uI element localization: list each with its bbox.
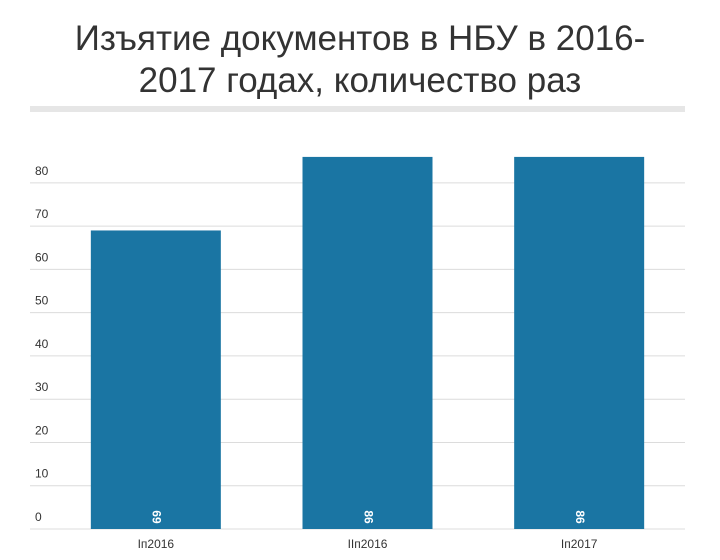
bar — [302, 156, 433, 529]
y-tick-label: 20 — [35, 423, 49, 437]
value-label: 86 — [361, 510, 375, 524]
chart-title: Изъятие документов в НБУ в 2016-2017 год… — [74, 19, 646, 100]
y-tick-label: 30 — [35, 380, 49, 394]
bar — [90, 230, 221, 529]
x-tick-label: Iп2016 — [138, 537, 175, 551]
y-tick-label: 80 — [35, 164, 49, 178]
title-rule — [30, 106, 685, 112]
y-tick-label: 50 — [35, 294, 49, 308]
y-tick-label: 0 — [35, 510, 42, 524]
bar — [514, 156, 645, 529]
value-label: 69 — [150, 510, 164, 524]
y-tick-label: 60 — [35, 250, 49, 264]
y-tick-label: 10 — [35, 467, 49, 481]
y-tick-label: 70 — [35, 207, 49, 221]
x-tick-label: Iп2017 — [561, 537, 598, 551]
x-tick-label: IIп2016 — [348, 537, 388, 551]
y-tick-label: 40 — [35, 337, 49, 351]
value-label: 86 — [573, 510, 587, 524]
